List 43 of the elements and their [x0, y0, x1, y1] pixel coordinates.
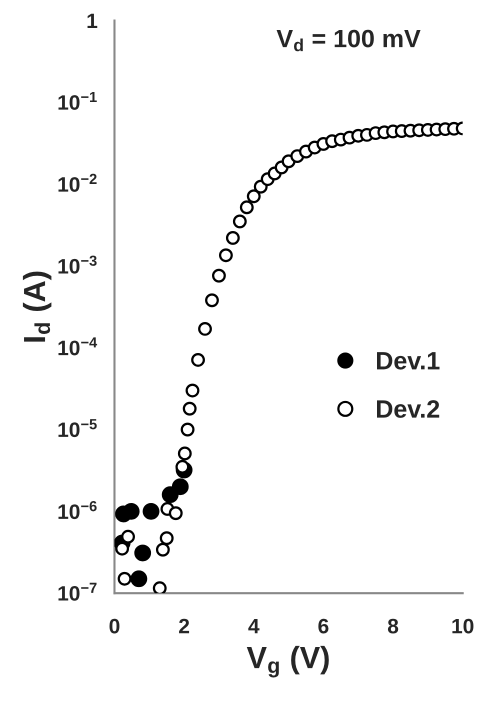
point [122, 502, 140, 520]
y-axis-title: I$_{d}$ (A) [22, 272, 52, 342]
point [160, 531, 174, 546]
point [142, 502, 160, 520]
point [191, 352, 205, 367]
point [134, 544, 152, 562]
point [168, 506, 183, 520]
point [180, 422, 195, 436]
point [212, 268, 226, 283]
x-tick-label: 0 [110, 618, 120, 634]
legend-label: Dev.2 [377, 400, 440, 418]
point [152, 581, 167, 594]
point [118, 572, 132, 586]
point [246, 189, 261, 204]
point [205, 293, 219, 308]
y-tick-label: 10$^{−7}$ [58, 582, 97, 601]
x-tick-label: 8 [388, 618, 398, 634]
point [240, 200, 254, 214]
point [198, 322, 212, 336]
y-tick-label: 10$^{−1}$ [58, 92, 97, 110]
y-tick-label: 1 [88, 14, 98, 28]
x-tick-label: 10 [452, 618, 474, 634]
y-tick-label: 10$^{−3}$ [58, 256, 97, 274]
x-axis-title: V$_{g}$ (V) [246, 646, 329, 678]
point [182, 402, 197, 416]
point [218, 248, 233, 262]
point [156, 542, 170, 557]
y-tick-label: 10$^{−5}$ [58, 419, 97, 438]
y-tick-label: 10$^{−6}$ [58, 500, 97, 520]
point [186, 384, 200, 398]
point [121, 530, 135, 544]
legend-label: Dev.1 [377, 352, 440, 370]
point [130, 570, 148, 588]
x-tick-label: 4 [248, 618, 260, 634]
x-tick-label: 2 [179, 618, 190, 634]
point [178, 446, 192, 460]
x-tick-label: 6 [318, 618, 328, 634]
y-tick-label: 10$^{−2}$ [58, 174, 97, 192]
point [226, 231, 240, 245]
y-tick-label: 10$^{−4}$ [58, 337, 98, 356]
point [232, 214, 247, 228]
annotation: V$_{d}$ = 100 mV [276, 30, 421, 52]
point [172, 478, 189, 496]
